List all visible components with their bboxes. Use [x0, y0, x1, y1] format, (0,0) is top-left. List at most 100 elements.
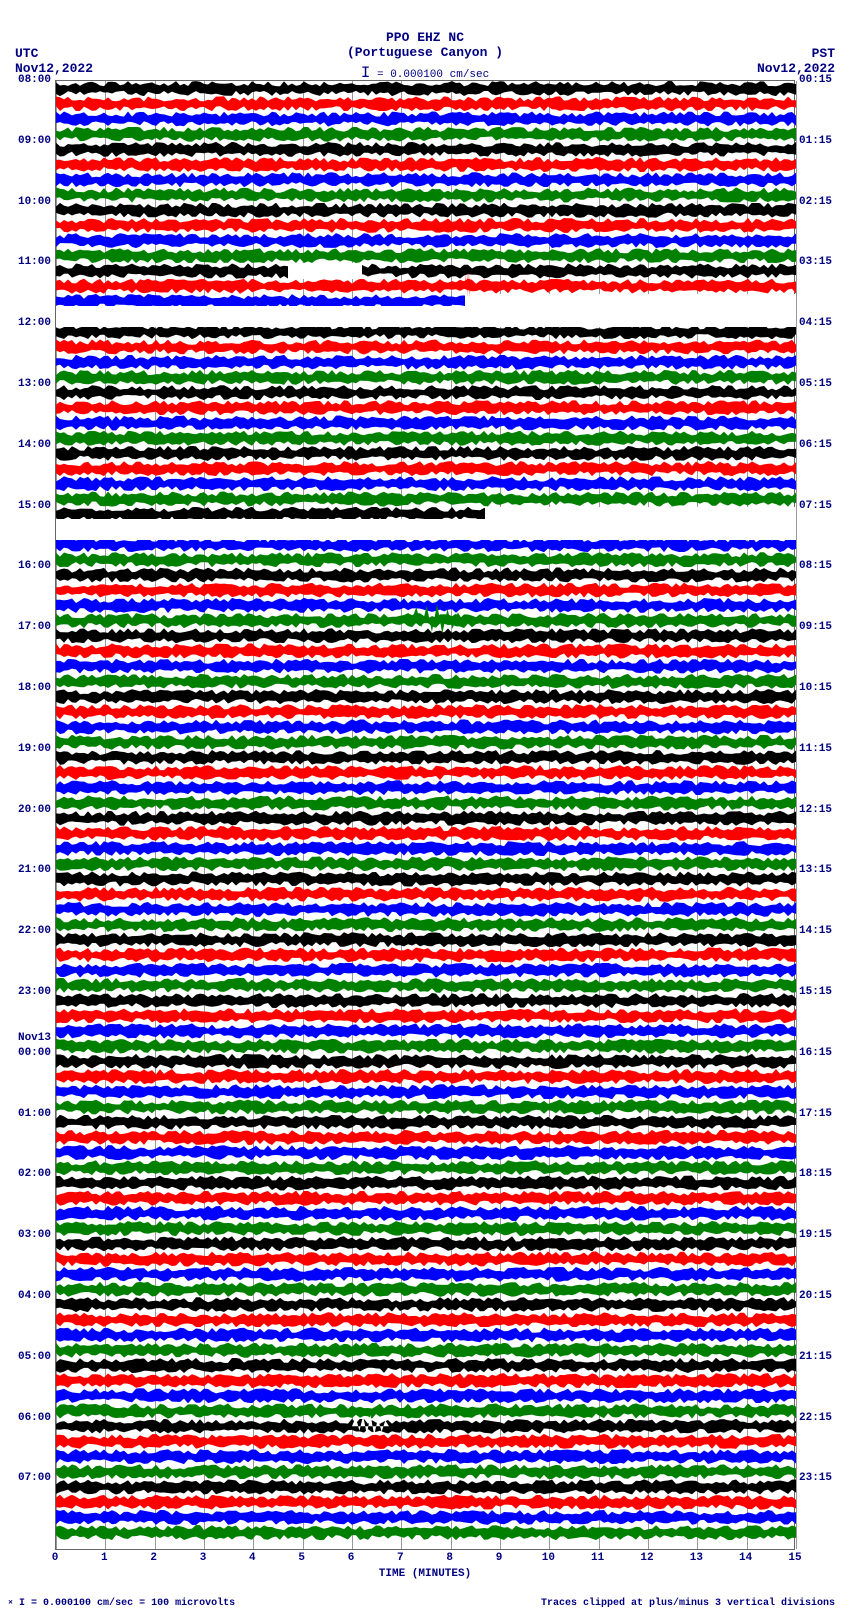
- trace-row: [56, 1495, 796, 1510]
- trace-row: [56, 142, 796, 157]
- trace-row: [56, 1175, 796, 1190]
- trace-row: [56, 1419, 796, 1434]
- pst-time-label: 16:15: [799, 1048, 847, 1059]
- trace-row: [56, 993, 796, 1008]
- trace-row: [56, 1282, 796, 1297]
- trace-row: [56, 735, 796, 750]
- utc-time-label: 00:00: [3, 1048, 51, 1059]
- trace-row: [56, 415, 796, 430]
- pst-time-label: 18:15: [799, 1169, 847, 1180]
- trace-row: [56, 172, 796, 187]
- pst-time-label: 21:15: [799, 1352, 847, 1363]
- pst-time-label: 09:15: [799, 622, 847, 633]
- utc-time-label: 12:00: [3, 318, 51, 329]
- pst-time-label: 22:15: [799, 1413, 847, 1424]
- trace-row: [56, 871, 796, 886]
- trace-row: [56, 461, 796, 476]
- right-time-axis: 00:1501:1502:1503:1504:1505:1506:1507:15…: [799, 80, 847, 1550]
- trace-row: [56, 157, 796, 172]
- x-tick: 13: [690, 1552, 703, 1564]
- data-gap: [56, 306, 796, 327]
- trace-row: [56, 1373, 796, 1388]
- trace-row: [56, 1403, 796, 1418]
- x-tick: 0: [52, 1552, 59, 1564]
- utc-time-label: 06:00: [3, 1413, 51, 1424]
- trace-row: [56, 902, 796, 917]
- trace-row: [56, 947, 796, 962]
- pst-time-label: 07:15: [799, 501, 847, 512]
- trace-row: [56, 218, 796, 233]
- trace-row: [56, 643, 796, 658]
- trace-row: [56, 674, 796, 689]
- utc-time-label: 07:00: [3, 1473, 51, 1484]
- trace-row: [56, 400, 796, 415]
- x-axis-title: TIME (MINUTES): [379, 1568, 471, 1580]
- trace-row: [56, 1327, 796, 1342]
- x-axis: TIME (MINUTES) 0123456789101112131415: [55, 1550, 795, 1590]
- trace-row: [56, 1236, 796, 1251]
- trace-row: [56, 1510, 796, 1525]
- pst-time-label: 12:15: [799, 805, 847, 816]
- trace-row: [56, 978, 796, 993]
- utc-time-label: 16:00: [3, 561, 51, 572]
- trace-row: [56, 1130, 796, 1145]
- trace-row: [56, 856, 796, 871]
- trace-row: [56, 431, 796, 446]
- trace-row: [56, 279, 796, 294]
- x-tick: 7: [397, 1552, 404, 1564]
- station-location: (Portuguese Canyon ): [347, 45, 503, 60]
- trace-row: [56, 96, 796, 111]
- trace-row: [56, 187, 796, 202]
- x-tick: 3: [200, 1552, 207, 1564]
- x-tick: 12: [640, 1552, 653, 1564]
- trace-row: [56, 826, 796, 841]
- trace-row: [56, 385, 796, 400]
- trace-row: [56, 1251, 796, 1266]
- pst-time-label: 08:15: [799, 561, 847, 572]
- trace-row: [56, 1008, 796, 1023]
- trace-row: [56, 1343, 796, 1358]
- utc-label: UTC: [15, 46, 93, 61]
- trace-row: [56, 355, 796, 370]
- utc-time-label: 05:00: [3, 1352, 51, 1363]
- x-tick: 15: [788, 1552, 801, 1564]
- pst-time-label: 15:15: [799, 987, 847, 998]
- x-tick: 8: [446, 1552, 453, 1564]
- pst-time-label: 13:15: [799, 865, 847, 876]
- trace-row: [56, 127, 796, 142]
- footer-clip-note: Traces clipped at plus/minus 3 vertical …: [541, 1598, 835, 1609]
- trace-row: [56, 567, 796, 582]
- trace-row: [56, 887, 796, 902]
- utc-time-label: 13:00: [3, 379, 51, 390]
- x-tick: 14: [739, 1552, 752, 1564]
- trace-row: [56, 841, 796, 856]
- trace-row: [56, 628, 796, 643]
- trace-row: [56, 932, 796, 947]
- header-utc: UTC Nov12,2022: [15, 46, 93, 76]
- trace-row: [56, 446, 796, 461]
- trace-row: [56, 491, 796, 506]
- x-tick: 2: [150, 1552, 157, 1564]
- trace-row: [56, 81, 796, 96]
- utc-time-label: Nov13: [3, 1033, 51, 1044]
- utc-time-label: 10:00: [3, 197, 51, 208]
- trace-row: [56, 1267, 796, 1282]
- pst-time-label: 20:15: [799, 1291, 847, 1302]
- footer: ✕ I = 0.000100 cm/sec = 100 microvolts T…: [0, 1590, 850, 1620]
- utc-time-label: 09:00: [3, 136, 51, 147]
- utc-time-label: 17:00: [3, 622, 51, 633]
- pst-time-label: 02:15: [799, 197, 847, 208]
- x-tick: 1: [101, 1552, 108, 1564]
- header-pst: PST Nov12,2022: [757, 46, 835, 76]
- x-tick: 4: [249, 1552, 256, 1564]
- trace-row: [56, 1312, 796, 1327]
- data-gap: [56, 519, 796, 540]
- utc-time-label: 23:00: [3, 987, 51, 998]
- utc-time-label: 08:00: [3, 75, 51, 86]
- trace-row: [56, 1388, 796, 1403]
- trace-row: [56, 811, 796, 826]
- pst-time-label: 00:15: [799, 75, 847, 86]
- utc-time-label: 03:00: [3, 1230, 51, 1241]
- utc-time-label: 22:00: [3, 926, 51, 937]
- utc-time-label: 14:00: [3, 440, 51, 451]
